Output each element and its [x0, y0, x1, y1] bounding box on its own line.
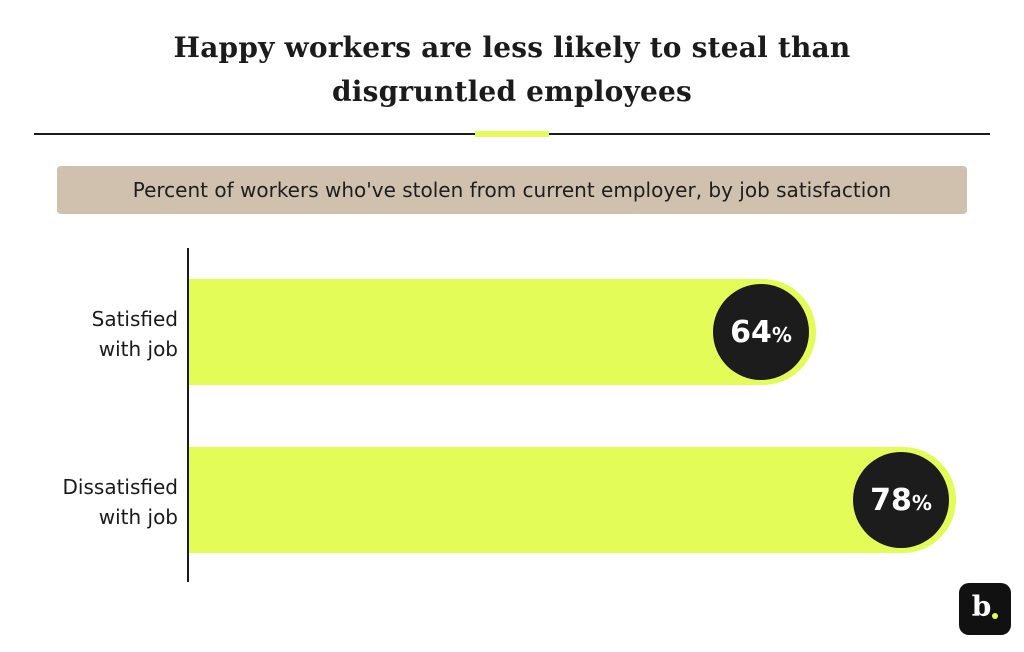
category-label-line-1-0: Dissatisfied: [63, 475, 178, 499]
chart-subtitle: Percent of workers who've stolen from cu…: [132, 178, 892, 202]
category-label-line-0-1: with job: [99, 337, 178, 361]
value-bubble-1: [853, 452, 949, 548]
data-label-unit-0: %: [772, 323, 792, 347]
brand-logo-dot: [992, 613, 999, 619]
bar-chart: 64% Satisfied with job 78% Dissatisfied with …: [63, 248, 956, 582]
brand-logo-letter: b: [971, 590, 992, 623]
category-label-line-0-0: Satisfied: [92, 307, 178, 331]
title-divider-accent: [475, 131, 549, 137]
value-bubble-0: [713, 284, 809, 380]
bar-0: [188, 279, 816, 385]
data-label-0: 64%: [730, 315, 792, 350]
chart-title-line-2: disgruntled employees: [332, 75, 692, 108]
chart-title: Happy workers are less likely to steal t…: [0, 26, 1024, 114]
data-label-value-0: 64: [730, 315, 772, 350]
category-label-0: Satisfied with job: [92, 307, 178, 361]
data-label-unit-1: %: [912, 491, 932, 515]
category-label-line-1-1: with job: [99, 505, 178, 529]
category-label-1: Dissatisfied with job: [63, 475, 178, 529]
bar-1: [188, 447, 956, 553]
data-label-value-1: 78: [870, 483, 912, 518]
chart-subtitle-banner: Percent of workers who've stolen from cu…: [57, 166, 967, 214]
chart-title-line-1: Happy workers are less likely to steal t…: [173, 31, 851, 64]
brand-logo: b: [959, 583, 1011, 635]
data-label-1: 78%: [870, 483, 932, 518]
